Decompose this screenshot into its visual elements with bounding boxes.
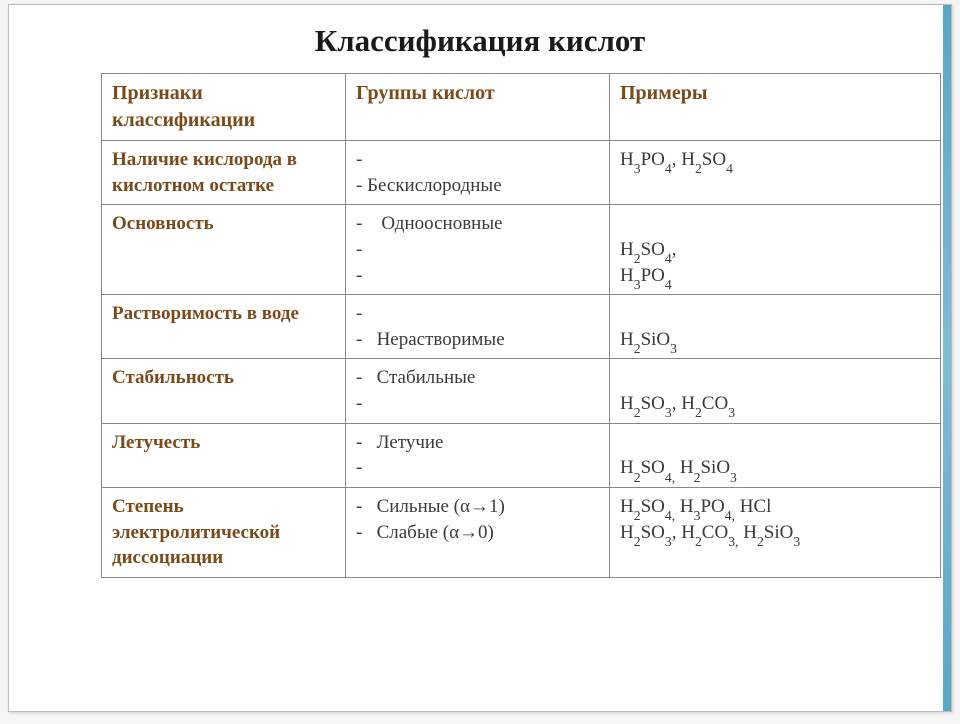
groups-cell: - Одноосновные--: [346, 205, 610, 295]
table-row: Летучесть - Летучие- H2SO4, H2SiO3: [102, 423, 941, 487]
examples-cell: H2SiO3: [610, 295, 941, 359]
table-row: Основность - Одноосновные-- H2SO4, H3PO4: [102, 205, 941, 295]
examples-cell: H2SO3, H2CO3: [610, 359, 941, 423]
attr-cell: Летучесть: [102, 423, 346, 487]
attr-cell: Растворимость в воде: [102, 295, 346, 359]
table-header-row: Признаки классификации Группы кислот При…: [102, 74, 941, 141]
header-col2: Группы кислот: [346, 74, 610, 141]
groups-cell: - Стабильные-: [346, 359, 610, 423]
attr-cell: Стабильность: [102, 359, 346, 423]
slide-container: Классификация кислот Признаки классифика…: [8, 4, 952, 712]
table-row: Растворимость в воде -- Нерастворимые H2…: [102, 295, 941, 359]
attr-cell: Наличие кислорода в кислотном остатке: [102, 141, 346, 205]
table-row: Степень электролитической диссоциации - …: [102, 488, 941, 578]
groups-cell: -- Нерастворимые: [346, 295, 610, 359]
table-row: Стабильность - Стабильные- H2SO3, H2CO3: [102, 359, 941, 423]
slide-title: Классификация кислот: [9, 5, 951, 73]
attr-cell: Основность: [102, 205, 346, 295]
groups-cell: -- Бескислородные: [346, 141, 610, 205]
examples-cell: H2SO4, H2SiO3: [610, 423, 941, 487]
groups-cell: - Летучие-: [346, 423, 610, 487]
accent-strip: [943, 5, 951, 711]
header-col1: Признаки классификации: [102, 74, 346, 141]
header-col3: Примеры: [610, 74, 941, 141]
table-row: Наличие кислорода в кислотном остатке --…: [102, 141, 941, 205]
examples-cell: H3PO4, H2SO4: [610, 141, 941, 205]
examples-cell: H2SO4, H3PO4: [610, 205, 941, 295]
examples-cell: H2SO4, H3PO4, HClH2SO3, H2CO3, H2SiO3: [610, 488, 941, 578]
classification-table: Признаки классификации Группы кислот При…: [101, 73, 941, 578]
groups-cell: - Сильные (α→1)- Слабые (α→0): [346, 488, 610, 578]
attr-cell: Степень электролитической диссоциации: [102, 488, 346, 578]
